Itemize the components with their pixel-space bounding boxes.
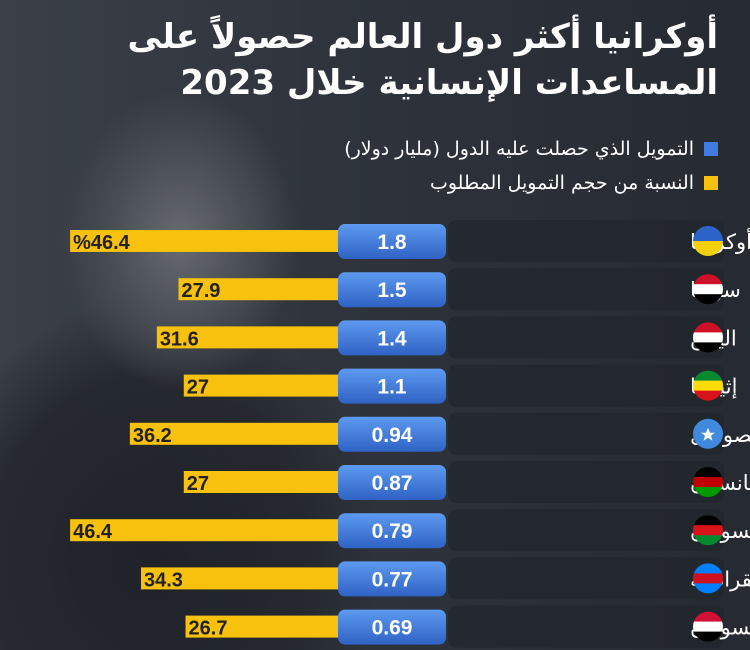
funding-box xyxy=(338,513,446,549)
percentage-label: 46.4 xyxy=(73,521,113,543)
flag-stripe xyxy=(693,621,723,633)
flag-icon xyxy=(693,322,723,353)
percentage-label: 27 xyxy=(187,377,209,399)
funding-box xyxy=(338,465,446,500)
chart-row: 34.30.77الكونغو الديمقراطية xyxy=(141,557,750,600)
row-background xyxy=(448,557,724,600)
flag-stripe xyxy=(693,322,723,333)
flag-stripe xyxy=(693,342,723,353)
percentage-label: 36.2 xyxy=(133,425,172,447)
percentage-label: 31.6 xyxy=(160,328,199,350)
funding-box xyxy=(338,320,446,356)
legend-item-funding: التمويل الذي حصلت عليه الدول (مليار دولا… xyxy=(344,132,718,166)
funding-box xyxy=(338,224,446,259)
flag-stripe xyxy=(693,241,723,256)
percentage-bar xyxy=(141,567,352,590)
row-background xyxy=(448,364,724,407)
flag-stripe xyxy=(693,611,723,623)
flag-stripe xyxy=(693,284,723,295)
flag-stripe xyxy=(693,583,723,594)
flag-stripe xyxy=(693,573,723,584)
chart-row: %46.41.8أوكرانيا xyxy=(70,220,750,262)
funding-label: 1.4 xyxy=(377,327,407,350)
row-background xyxy=(448,316,724,359)
row-background xyxy=(448,509,724,552)
flag-icon xyxy=(693,274,723,305)
title-line-1: أوكرانيا أكثر دول العالم حصولاً على xyxy=(127,17,718,57)
row-background xyxy=(448,461,724,503)
percentage-label: 27.9 xyxy=(182,280,221,302)
chart-row: 27.91.5سوريا xyxy=(178,268,741,311)
chart-row: 36.20.94الصومال xyxy=(129,412,750,455)
funding-box xyxy=(338,561,446,597)
flag-icon xyxy=(693,611,723,642)
legend-swatch-blue xyxy=(704,142,718,156)
flag-stripe xyxy=(693,515,723,526)
funding-label: 0.79 xyxy=(372,520,413,543)
flag-star-icon xyxy=(701,427,715,441)
legend-label: النسبة من حجم التمويل المطلوب xyxy=(429,172,694,194)
chart-row: 31.61.4اليمن xyxy=(156,316,737,359)
funding-label: 1.5 xyxy=(377,279,407,302)
legend-swatch-yellow xyxy=(704,176,718,190)
row-background xyxy=(448,220,724,262)
funding-box xyxy=(338,416,446,452)
flag-stripe xyxy=(693,631,723,642)
percentage-bar xyxy=(156,326,352,349)
flag-stripe xyxy=(693,332,723,343)
flag-icon xyxy=(693,563,723,594)
flag-stripe xyxy=(693,370,723,382)
row-background xyxy=(448,412,724,455)
title-line-2: المساعدات الإنسانية خلال 2023 xyxy=(180,63,718,103)
funding-label: 1.8 xyxy=(377,231,407,254)
percentage-label: 27 xyxy=(187,473,209,495)
percentage-bar xyxy=(183,374,352,397)
percentage-bar xyxy=(70,230,352,252)
funding-label: 0.94 xyxy=(372,424,413,447)
flag-stripe xyxy=(693,525,723,536)
percentage-label: 34.3 xyxy=(144,569,183,591)
flag-stripe xyxy=(693,535,723,546)
flag-icon xyxy=(693,467,723,497)
percentage-bar xyxy=(129,422,352,445)
percentage-bar xyxy=(185,615,352,638)
flag-stripe xyxy=(693,563,723,574)
flag-icon xyxy=(693,515,723,546)
percentage-bar xyxy=(70,519,352,542)
flag-icon xyxy=(693,370,723,401)
chart-row: 26.70.69السودان xyxy=(185,605,750,648)
flag-stripe xyxy=(693,380,723,392)
funding-label: 1.1 xyxy=(377,376,407,399)
chart-title: أوكرانيا أكثر دول العالم حصولاً على المس… xyxy=(128,14,718,106)
legend-item-percentage: النسبة من حجم التمويل المطلوب xyxy=(344,166,718,200)
flag-stripe xyxy=(693,294,723,305)
funding-label: 0.77 xyxy=(372,568,413,591)
flag-stripe xyxy=(693,467,723,478)
percentage-label: %46.4 xyxy=(73,232,131,254)
funding-box xyxy=(338,609,446,645)
flag-stripe xyxy=(693,274,723,285)
legend: التمويل الذي حصلت عليه الدول (مليار دولا… xyxy=(344,132,718,200)
percentage-label: 26.7 xyxy=(189,618,228,640)
flag-stripe xyxy=(693,390,723,401)
funding-label: 0.69 xyxy=(372,617,413,640)
row-background xyxy=(448,268,724,311)
flag-stripe xyxy=(693,477,723,488)
row-background xyxy=(448,605,724,648)
chart-row: 271.1إثيوبيا xyxy=(183,364,737,407)
flag-stripe xyxy=(693,226,723,242)
legend-label: التمويل الذي حصلت عليه الدول (مليار دولا… xyxy=(344,138,694,160)
flag-icon xyxy=(693,226,723,256)
percentage-bar xyxy=(183,471,352,493)
chart-row: 46.40.79جنوب السودان xyxy=(70,509,750,552)
flag-icon xyxy=(693,418,723,449)
flag-stripe xyxy=(693,487,723,497)
percentage-bar xyxy=(178,278,352,301)
funding-label: 0.87 xyxy=(372,472,413,495)
funding-box xyxy=(338,368,446,404)
funding-box xyxy=(338,272,446,308)
chart-row: 270.87أفغانستان xyxy=(183,461,750,503)
